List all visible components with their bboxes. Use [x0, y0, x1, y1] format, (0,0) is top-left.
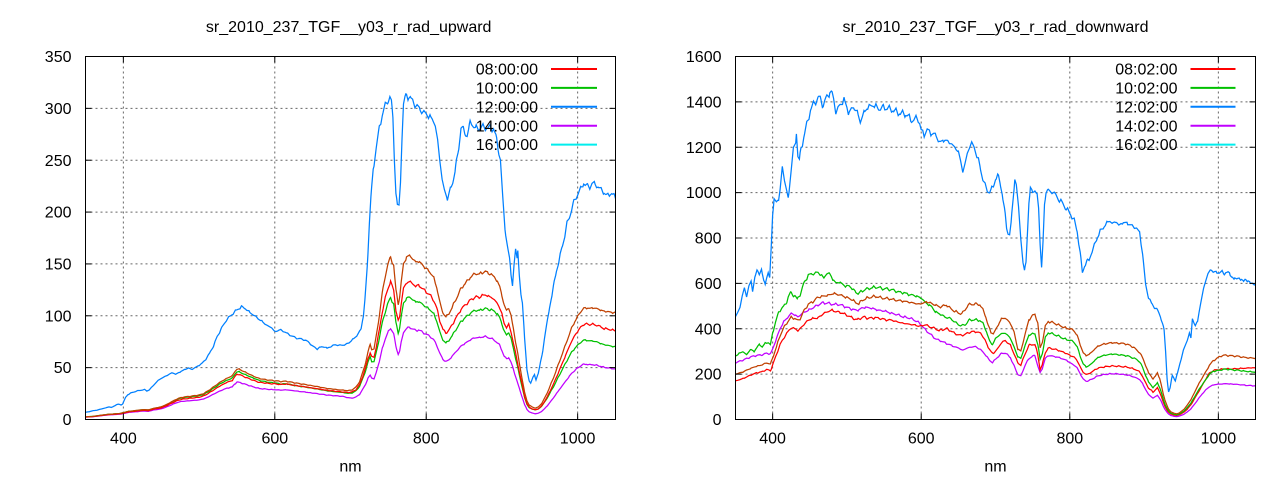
- svg-text:50: 50: [54, 360, 72, 377]
- svg-text:14:02:00: 14:02:00: [1115, 118, 1177, 135]
- svg-text:300: 300: [45, 101, 72, 118]
- svg-text:14:00:00: 14:00:00: [476, 118, 538, 135]
- svg-text:1000: 1000: [1201, 431, 1237, 448]
- svg-text:sr_2010_237_TGF__y03_r_rad_upw: sr_2010_237_TGF__y03_r_rad_upward: [206, 19, 492, 36]
- svg-text:200: 200: [45, 205, 72, 222]
- svg-text:sr_2010_237_TGF__y03_r_rad_dow: sr_2010_237_TGF__y03_r_rad_downward: [843, 19, 1149, 36]
- svg-text:1400: 1400: [686, 95, 722, 112]
- svg-text:600: 600: [908, 431, 935, 448]
- svg-text:10:00:00: 10:00:00: [476, 81, 538, 98]
- svg-text:600: 600: [261, 431, 288, 448]
- svg-text:0: 0: [713, 412, 722, 429]
- svg-text:400: 400: [695, 321, 722, 338]
- svg-text:350: 350: [45, 49, 72, 66]
- svg-text:400: 400: [759, 431, 786, 448]
- svg-text:400: 400: [110, 431, 137, 448]
- svg-text:12:00:00: 12:00:00: [476, 99, 538, 116]
- svg-text:250: 250: [45, 153, 72, 170]
- svg-text:1200: 1200: [686, 140, 722, 157]
- svg-text:16:00:00: 16:00:00: [476, 137, 538, 154]
- svg-text:100: 100: [45, 308, 72, 325]
- svg-text:800: 800: [413, 431, 440, 448]
- svg-text:nm: nm: [984, 459, 1006, 476]
- svg-text:nm: nm: [339, 459, 361, 476]
- svg-text:200: 200: [695, 367, 722, 384]
- svg-text:10:02:00: 10:02:00: [1115, 81, 1177, 98]
- svg-text:16:02:00: 16:02:00: [1115, 137, 1177, 154]
- svg-text:1000: 1000: [686, 185, 722, 202]
- svg-text:0: 0: [63, 412, 72, 429]
- svg-text:150: 150: [45, 257, 72, 274]
- svg-text:800: 800: [1056, 431, 1083, 448]
- svg-text:1600: 1600: [686, 49, 722, 66]
- svg-text:12:02:00: 12:02:00: [1115, 99, 1177, 116]
- svg-text:600: 600: [695, 276, 722, 293]
- svg-text:800: 800: [695, 231, 722, 248]
- svg-text:08:02:00: 08:02:00: [1115, 62, 1177, 79]
- svg-text:08:00:00: 08:00:00: [476, 62, 538, 79]
- svg-text:1000: 1000: [560, 431, 596, 448]
